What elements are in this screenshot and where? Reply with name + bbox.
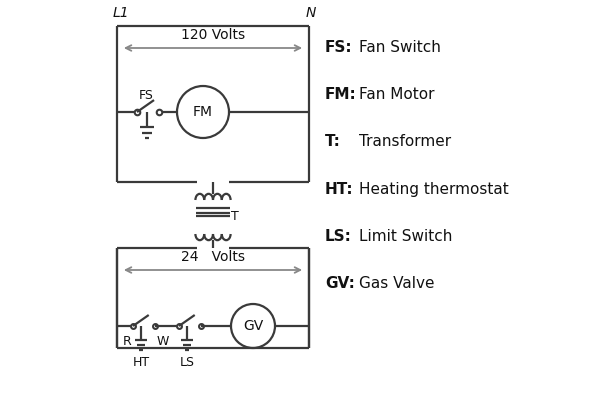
Text: Heating thermostat: Heating thermostat: [359, 182, 509, 196]
Text: Transformer: Transformer: [359, 134, 451, 149]
Text: T: T: [231, 210, 239, 224]
Text: HT:: HT:: [325, 182, 353, 196]
Text: 120 Volts: 120 Volts: [181, 28, 245, 42]
Text: GV: GV: [243, 319, 263, 333]
Text: LS:: LS:: [325, 229, 352, 244]
Text: FS:: FS:: [325, 40, 353, 55]
Text: L1: L1: [113, 6, 130, 20]
Text: Fan Motor: Fan Motor: [359, 87, 434, 102]
Text: FM:: FM:: [325, 87, 357, 102]
Text: FS: FS: [139, 89, 154, 102]
Text: LS: LS: [179, 356, 195, 369]
Text: N: N: [306, 6, 316, 20]
Text: T:: T:: [325, 134, 341, 149]
Text: GV:: GV:: [325, 276, 355, 291]
Text: Fan Switch: Fan Switch: [359, 40, 441, 55]
Text: HT: HT: [132, 356, 149, 369]
Text: 24   Volts: 24 Volts: [181, 250, 245, 264]
Text: Limit Switch: Limit Switch: [359, 229, 453, 244]
Text: R: R: [123, 335, 132, 348]
Text: W: W: [157, 335, 169, 348]
Text: Gas Valve: Gas Valve: [359, 276, 434, 291]
Text: FM: FM: [193, 105, 213, 119]
